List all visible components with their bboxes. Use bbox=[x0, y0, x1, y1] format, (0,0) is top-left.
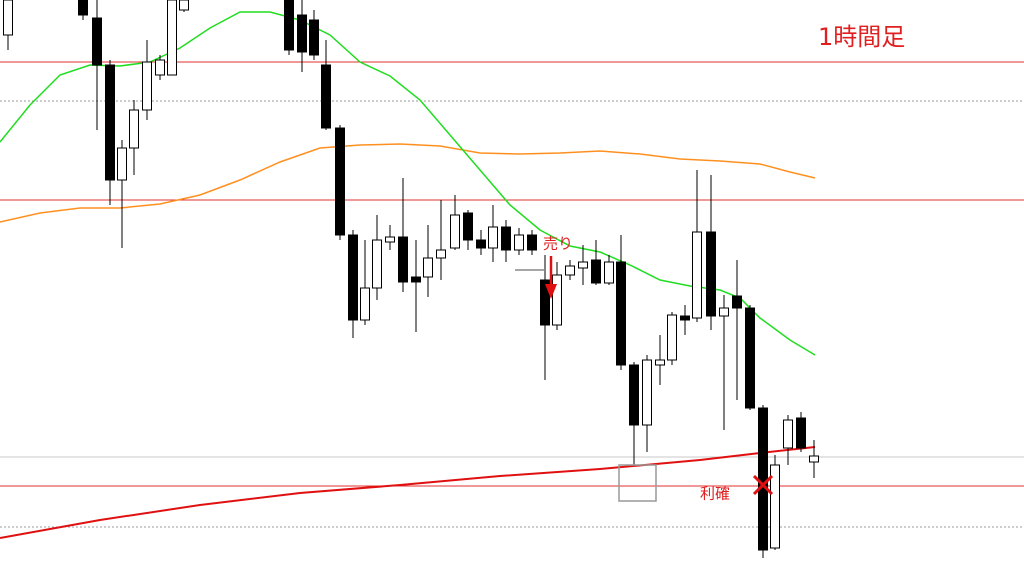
candle-body bbox=[105, 64, 115, 181]
candle-body bbox=[616, 261, 626, 366]
candle-body bbox=[450, 214, 460, 249]
sell-label: 売り bbox=[543, 235, 573, 253]
candle-body bbox=[321, 64, 331, 129]
candle-body bbox=[297, 14, 307, 53]
candle-body bbox=[423, 257, 433, 278]
candle-body bbox=[732, 295, 742, 309]
candle-body bbox=[488, 226, 498, 249]
candle-body bbox=[770, 464, 780, 549]
candle-body bbox=[667, 314, 677, 361]
candle-body bbox=[565, 265, 575, 276]
candle-body bbox=[372, 239, 382, 289]
candle-body bbox=[411, 276, 421, 283]
candle-body bbox=[680, 315, 690, 321]
timeframe-label: 1時間足 bbox=[818, 23, 905, 51]
candle-body bbox=[578, 261, 588, 269]
candle-body bbox=[179, 0, 189, 11]
candle-body bbox=[436, 249, 446, 259]
price-levels bbox=[0, 61, 1024, 528]
candle-body bbox=[591, 259, 601, 284]
candle-body bbox=[719, 307, 729, 317]
moving-average-200 bbox=[0, 446, 816, 539]
candle-body bbox=[809, 455, 819, 463]
cross-stroke bbox=[752, 474, 774, 496]
candle-body bbox=[745, 307, 755, 409]
candle-body bbox=[360, 287, 370, 321]
candle-body bbox=[476, 239, 486, 249]
candle-body bbox=[398, 236, 408, 283]
candle-body bbox=[655, 359, 665, 366]
take-profit-label: 利確 bbox=[700, 485, 730, 503]
low-box bbox=[618, 464, 657, 502]
candle-body bbox=[552, 274, 562, 326]
candle-body bbox=[78, 0, 88, 16]
candle-body bbox=[758, 407, 768, 551]
moving-average-75 bbox=[0, 143, 816, 223]
candle-body bbox=[335, 127, 345, 236]
candle-body bbox=[92, 17, 102, 66]
candle-body bbox=[527, 234, 537, 251]
take-profit-mark bbox=[752, 474, 774, 496]
candle-body bbox=[284, 0, 294, 51]
candle-body bbox=[604, 261, 614, 284]
candle-body bbox=[501, 226, 511, 251]
candle-body bbox=[796, 417, 806, 449]
candle-body bbox=[348, 234, 358, 321]
candle-body bbox=[129, 109, 139, 149]
candle-body bbox=[385, 236, 395, 243]
candles bbox=[3, 0, 819, 558]
candle-body bbox=[142, 61, 152, 111]
candle-body bbox=[540, 279, 550, 326]
candle-body bbox=[167, 0, 177, 76]
candle-body bbox=[783, 419, 793, 449]
sell-arrow-head bbox=[545, 284, 557, 299]
candle-body bbox=[514, 234, 524, 251]
candle-body bbox=[117, 147, 127, 181]
candle-body bbox=[706, 231, 716, 317]
candle-body bbox=[629, 364, 639, 426]
candle-body bbox=[642, 359, 652, 426]
candle-body bbox=[692, 231, 702, 319]
candle-body bbox=[3, 0, 13, 36]
candle-body bbox=[463, 212, 473, 241]
candle-body bbox=[155, 59, 165, 76]
candle-body bbox=[309, 19, 319, 56]
